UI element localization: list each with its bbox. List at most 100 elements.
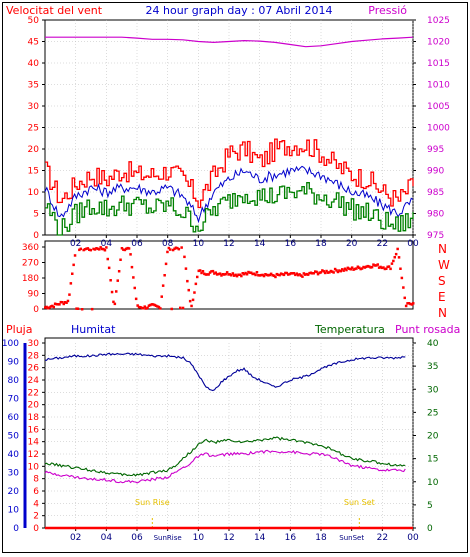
direction-point bbox=[44, 306, 47, 309]
time-tick-label: 22 bbox=[377, 239, 388, 249]
weather-chart: Velocitat del vent 24 hour graph day : 0… bbox=[2, 4, 461, 543]
direction-point bbox=[123, 248, 127, 252]
direction-point bbox=[277, 273, 280, 276]
direction-point bbox=[315, 270, 318, 274]
climate-time-label: 02 bbox=[70, 533, 81, 543]
rain-tick-label: 16 bbox=[28, 425, 40, 435]
temperature-tick-label: 15 bbox=[427, 455, 438, 465]
direction-point bbox=[284, 271, 287, 275]
direction-point bbox=[362, 265, 365, 269]
direction-point bbox=[207, 273, 210, 276]
pressure-tick-label: 990 bbox=[427, 167, 444, 177]
direction-point bbox=[215, 273, 219, 276]
direction-point bbox=[272, 274, 276, 277]
temperature-tick-label: 30 bbox=[427, 385, 439, 395]
direction-point bbox=[282, 273, 286, 277]
direction-point bbox=[72, 263, 75, 267]
direction-point bbox=[140, 306, 144, 310]
direction-tick-label: 180 bbox=[22, 274, 39, 284]
direction-point bbox=[258, 274, 261, 277]
direction-point bbox=[163, 274, 166, 277]
direction-point bbox=[173, 247, 176, 250]
direction-point bbox=[53, 302, 57, 305]
wind-speed-label: Velocitat del vent bbox=[6, 4, 103, 17]
direction-point bbox=[328, 271, 331, 274]
direction-point bbox=[230, 274, 233, 277]
direction-point bbox=[247, 270, 250, 274]
direction-point bbox=[365, 265, 368, 268]
direction-point bbox=[112, 300, 115, 304]
direction-point bbox=[372, 263, 375, 266]
direction-point bbox=[88, 248, 91, 251]
climate-time-label: SunRise bbox=[154, 534, 182, 542]
direction-point bbox=[375, 264, 378, 267]
direction-point bbox=[179, 306, 182, 310]
pressure-label: Pressió bbox=[368, 4, 407, 17]
direction-point bbox=[116, 279, 119, 282]
pressure-tick-label: 1010 bbox=[427, 81, 450, 91]
direction-point bbox=[93, 248, 97, 251]
humidity-tick-label: 40 bbox=[8, 450, 20, 460]
direction-point bbox=[136, 304, 139, 307]
humidity-tick-label: 50 bbox=[8, 432, 20, 442]
direction-point bbox=[79, 247, 82, 251]
temperature-tick-label: 20 bbox=[427, 432, 439, 442]
direction-point bbox=[261, 273, 264, 277]
pressure-tick-label: 980 bbox=[427, 210, 444, 220]
direction-point bbox=[369, 266, 372, 269]
direction-point bbox=[363, 266, 367, 269]
humidity-tick-label: 60 bbox=[8, 413, 20, 423]
climate-time-label: 00 bbox=[407, 533, 419, 543]
direction-point bbox=[304, 273, 307, 276]
direction-point bbox=[406, 302, 409, 305]
direction-tick-label: 90 bbox=[28, 290, 40, 300]
humidity-tick-label: 90 bbox=[8, 358, 20, 368]
direction-point bbox=[407, 302, 411, 305]
direction-point bbox=[260, 273, 263, 277]
sunrise-label: Sun Rise bbox=[135, 498, 170, 507]
direction-panel bbox=[44, 240, 414, 310]
direction-point bbox=[274, 275, 277, 279]
direction-point bbox=[71, 272, 74, 275]
direction-point bbox=[308, 271, 311, 275]
direction-point bbox=[220, 274, 223, 277]
wind-min-series bbox=[45, 182, 414, 236]
temperature-tick-label: 40 bbox=[427, 339, 439, 349]
direction-point bbox=[376, 263, 379, 266]
pressure-tick-label: 1020 bbox=[427, 38, 450, 48]
direction-point bbox=[147, 304, 151, 307]
rain-legend: Pluja bbox=[6, 323, 32, 336]
direction-point bbox=[85, 247, 88, 250]
climate-time-label: SunSet bbox=[339, 534, 364, 542]
time-tick-label: 02 bbox=[70, 239, 81, 249]
direction-point bbox=[223, 273, 226, 276]
direction-point bbox=[99, 246, 102, 249]
direction-point bbox=[96, 247, 100, 251]
direction-point bbox=[133, 286, 136, 290]
direction-point bbox=[269, 272, 273, 276]
direction-point bbox=[210, 270, 213, 273]
direction-point bbox=[183, 255, 186, 259]
direction-point bbox=[119, 258, 122, 261]
wind-tick-label: 30 bbox=[28, 102, 40, 112]
direction-point bbox=[321, 269, 324, 272]
direction-point bbox=[251, 272, 254, 276]
direction-point bbox=[255, 271, 259, 274]
direction-point bbox=[73, 254, 77, 257]
direction-point bbox=[89, 248, 92, 252]
time-tick-label: 08 bbox=[162, 239, 174, 249]
direction-point bbox=[301, 275, 304, 278]
direction-point bbox=[346, 266, 350, 270]
direction-point bbox=[271, 274, 274, 277]
direction-point bbox=[58, 303, 61, 306]
pressure-series bbox=[45, 36, 414, 48]
direction-point bbox=[69, 282, 73, 285]
direction-point bbox=[228, 273, 232, 276]
direction-point bbox=[48, 306, 51, 309]
direction-point bbox=[171, 248, 175, 252]
humidity-series bbox=[44, 352, 406, 392]
direction-point bbox=[188, 299, 192, 303]
dewpoint-legend: Punt rosada bbox=[395, 323, 460, 336]
direction-point bbox=[105, 246, 108, 249]
